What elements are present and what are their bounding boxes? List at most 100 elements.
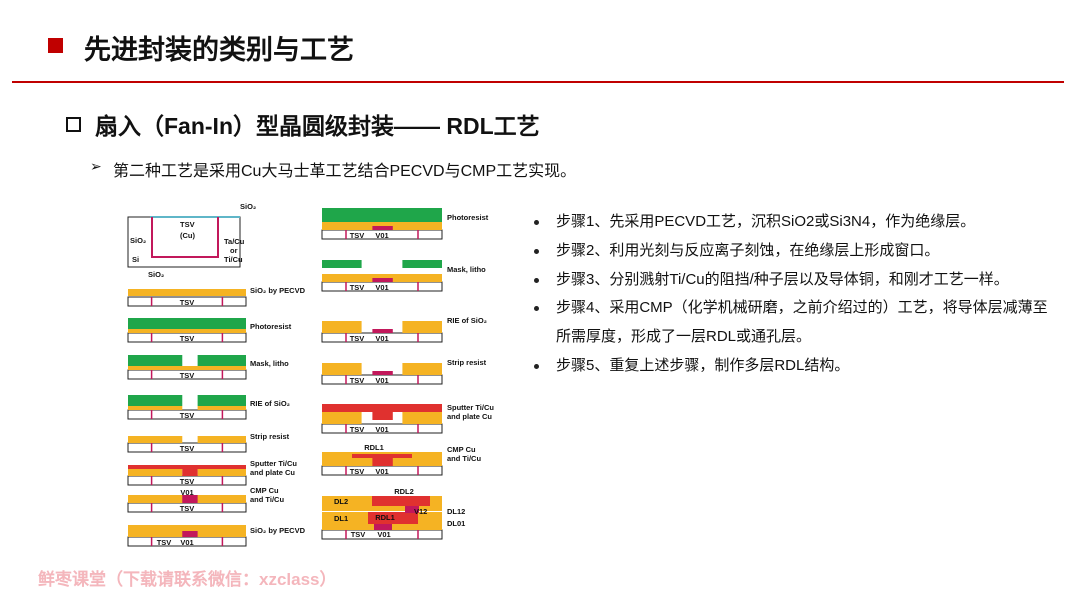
figure-label: TSV xyxy=(180,220,195,229)
step-label: TSV xyxy=(180,411,195,420)
rdl xyxy=(372,496,430,506)
layer xyxy=(322,260,362,268)
layer xyxy=(128,355,183,366)
step-label: RDL1 xyxy=(375,513,395,522)
layer xyxy=(197,355,246,366)
step-label: DL01 xyxy=(447,519,465,528)
step-caption: and Ti/Cu xyxy=(447,454,481,463)
layer xyxy=(128,436,183,443)
via xyxy=(182,469,198,476)
step-caption: Mask, litho xyxy=(447,265,486,274)
layer xyxy=(402,363,442,375)
step-caption: and plate Cu xyxy=(250,468,295,477)
step-label: TSV xyxy=(350,283,365,292)
layer xyxy=(128,468,183,476)
step-label: TSV xyxy=(180,371,195,380)
substrate xyxy=(127,216,241,268)
via xyxy=(372,412,393,420)
step-caption: Mask, litho xyxy=(250,359,289,368)
step-caption: CMP Cu xyxy=(447,445,476,454)
step-label: V01 xyxy=(180,538,193,547)
layer xyxy=(322,410,362,424)
title-rule xyxy=(12,81,1064,83)
layer xyxy=(128,465,246,469)
step-label: V01 xyxy=(375,334,388,343)
figure-label: or xyxy=(230,246,238,255)
via xyxy=(372,458,393,466)
layer xyxy=(197,468,246,476)
via xyxy=(374,524,392,530)
via xyxy=(372,226,393,230)
step-item: 步骤5、重复上述步骤，制作多层RDL结构。 xyxy=(530,352,1050,381)
step-label: TSV xyxy=(350,231,365,240)
step-label: V01 xyxy=(375,283,388,292)
step-list: 步骤1、先采用PECVD工艺，沉积SiO2或Si3N4，作为绝缘层。 步骤2、利用… xyxy=(530,208,1050,381)
step-caption: RIE of SiO₂ xyxy=(447,316,487,325)
step-label: DL2 xyxy=(334,497,348,506)
step-label: V01 xyxy=(375,425,388,434)
layer xyxy=(197,436,246,443)
figure-label: Si xyxy=(132,255,139,264)
figure-label: Ti/Cu xyxy=(224,255,243,264)
figure-label: SiO₂ xyxy=(148,270,164,279)
step-item: 步骤4、采用CMP（化学机械研磨，之前介绍过的）工艺，将导体层减薄至所需厚度，形… xyxy=(530,294,1050,352)
step-caption: CMP Cu xyxy=(250,486,279,495)
step-label: TSV xyxy=(350,376,365,385)
step-caption: and Ti/Cu xyxy=(250,495,284,504)
layer xyxy=(322,363,362,375)
step-label: TSV xyxy=(350,334,365,343)
layer xyxy=(128,289,246,296)
slide-title: 先进封装的类别与工艺 xyxy=(84,35,354,65)
title-marker xyxy=(48,38,63,53)
rdl xyxy=(352,454,412,458)
section-title: 扇入（Fan-In）型晶圆级封装—— RDL工艺 xyxy=(95,113,540,139)
step-item: 步骤3、分别溅射Ti/Cu的阻挡/种子层以及导体铜，和刚才工艺一样。 xyxy=(530,266,1050,295)
via xyxy=(372,371,393,375)
step-label: V01 xyxy=(180,488,193,497)
step-label: V12 xyxy=(414,507,427,516)
layer xyxy=(128,406,183,410)
step-label: DL1 xyxy=(334,514,348,523)
layer xyxy=(322,208,442,222)
layer xyxy=(197,406,246,410)
layer xyxy=(128,318,246,329)
step-item: 步骤2、利用光刻与反应离子刻蚀，在绝缘层上形成窗口。 xyxy=(530,237,1050,266)
substrate xyxy=(127,409,247,420)
step-label: RDL2 xyxy=(394,487,414,496)
tsv-liner xyxy=(151,217,219,258)
layer xyxy=(197,395,246,406)
via xyxy=(372,278,393,282)
step-label: V01 xyxy=(375,231,388,240)
layer xyxy=(402,410,442,424)
step-label: V01 xyxy=(375,467,388,476)
substrate xyxy=(127,442,247,453)
step-caption: SiO₂ by PECVD xyxy=(250,526,306,535)
step-caption: Sputter Ti/Cu xyxy=(250,459,297,468)
step-label: TSV xyxy=(180,444,195,453)
substrate xyxy=(127,296,247,307)
step-caption: Strip resist xyxy=(250,432,290,441)
figure-label: SiO₂ xyxy=(240,202,256,211)
arrow-bullet: ➢ xyxy=(90,158,102,174)
step-label: TSV xyxy=(351,530,366,539)
rdl xyxy=(368,512,418,524)
substrate xyxy=(321,423,443,434)
step-label: V01 xyxy=(377,530,390,539)
layer xyxy=(402,321,442,333)
via xyxy=(182,531,198,537)
step-caption: SiO₂ by PECVD xyxy=(250,286,306,295)
step-label: TSV xyxy=(180,298,195,307)
via xyxy=(182,495,198,503)
step-caption: Photoresist xyxy=(447,213,489,222)
step-caption: Sputter Ti/Cu xyxy=(447,403,494,412)
step-item: 步骤1、先采用PECVD工艺，沉积SiO2或Si3N4，作为绝缘层。 xyxy=(530,208,1050,237)
layer xyxy=(402,260,442,268)
step-label: RDL1 xyxy=(364,443,384,452)
layer xyxy=(322,404,442,412)
step-caption: Strip resist xyxy=(447,358,487,367)
step-label: DL12 xyxy=(447,507,465,516)
watermark: 鲜枣课堂（下载请联系微信：xzclass） xyxy=(38,570,337,589)
section-marker xyxy=(66,117,81,132)
